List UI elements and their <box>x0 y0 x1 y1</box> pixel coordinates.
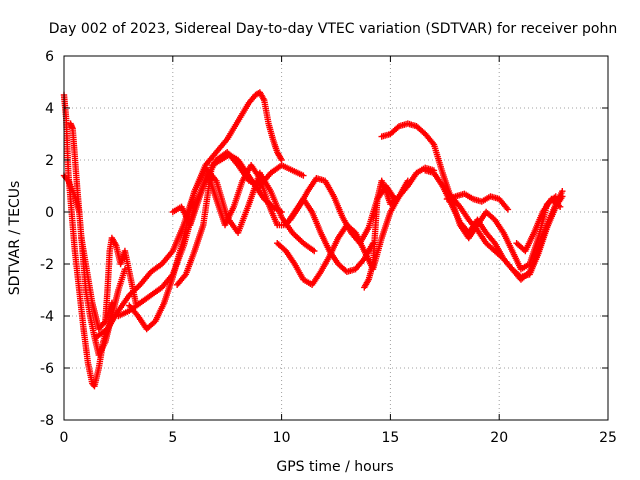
x-tick-label: 20 <box>490 430 508 446</box>
data-point <box>76 208 83 216</box>
axis-ticks: 0 5 10 15 20 25 -8 -6 -4 -2 0 2 4 6 <box>40 49 617 446</box>
data-point <box>504 206 512 213</box>
y-axis-label: SDTVAR / TECUs <box>7 181 23 296</box>
data-points <box>60 89 566 390</box>
data-point <box>311 247 318 255</box>
series-track-12 <box>287 175 398 247</box>
y-tick-label: -2 <box>40 257 54 273</box>
series-track-18 <box>513 195 564 255</box>
series-track-4 <box>60 172 83 216</box>
y-tick-label: 6 <box>45 49 54 65</box>
data-point <box>64 176 71 183</box>
y-tick-label: -8 <box>40 413 54 429</box>
series-track-5 <box>78 234 116 333</box>
y-tick-label: 0 <box>45 205 54 221</box>
x-tick-label: 5 <box>168 430 177 446</box>
data-point <box>404 177 412 184</box>
x-tick-label: 15 <box>381 430 399 446</box>
y-tick-label: -4 <box>40 309 54 325</box>
data-point <box>278 208 285 216</box>
data-point <box>300 172 307 179</box>
series-track-17 <box>439 182 566 283</box>
x-tick-label: 25 <box>599 430 617 446</box>
y-tick-label: -6 <box>40 361 54 377</box>
data-point <box>559 188 566 195</box>
series-track-8 <box>126 164 318 333</box>
y-tick-label: 4 <box>45 101 54 117</box>
x-axis-label: GPS time / hours <box>276 459 393 475</box>
x-tick-label: 0 <box>60 430 69 446</box>
series-track-1 <box>60 91 116 390</box>
series-track-13 <box>361 177 412 291</box>
data-point <box>108 299 116 307</box>
series-track-10 <box>173 151 285 288</box>
plot-frame <box>63 55 609 421</box>
chart-title: Day 002 of 2023, Sidereal Day-to-day VTE… <box>49 21 617 37</box>
series-track-16 <box>443 190 512 213</box>
x-tick-label: 10 <box>273 430 291 446</box>
data-point <box>556 203 564 210</box>
y-tick-label: 2 <box>45 153 54 169</box>
